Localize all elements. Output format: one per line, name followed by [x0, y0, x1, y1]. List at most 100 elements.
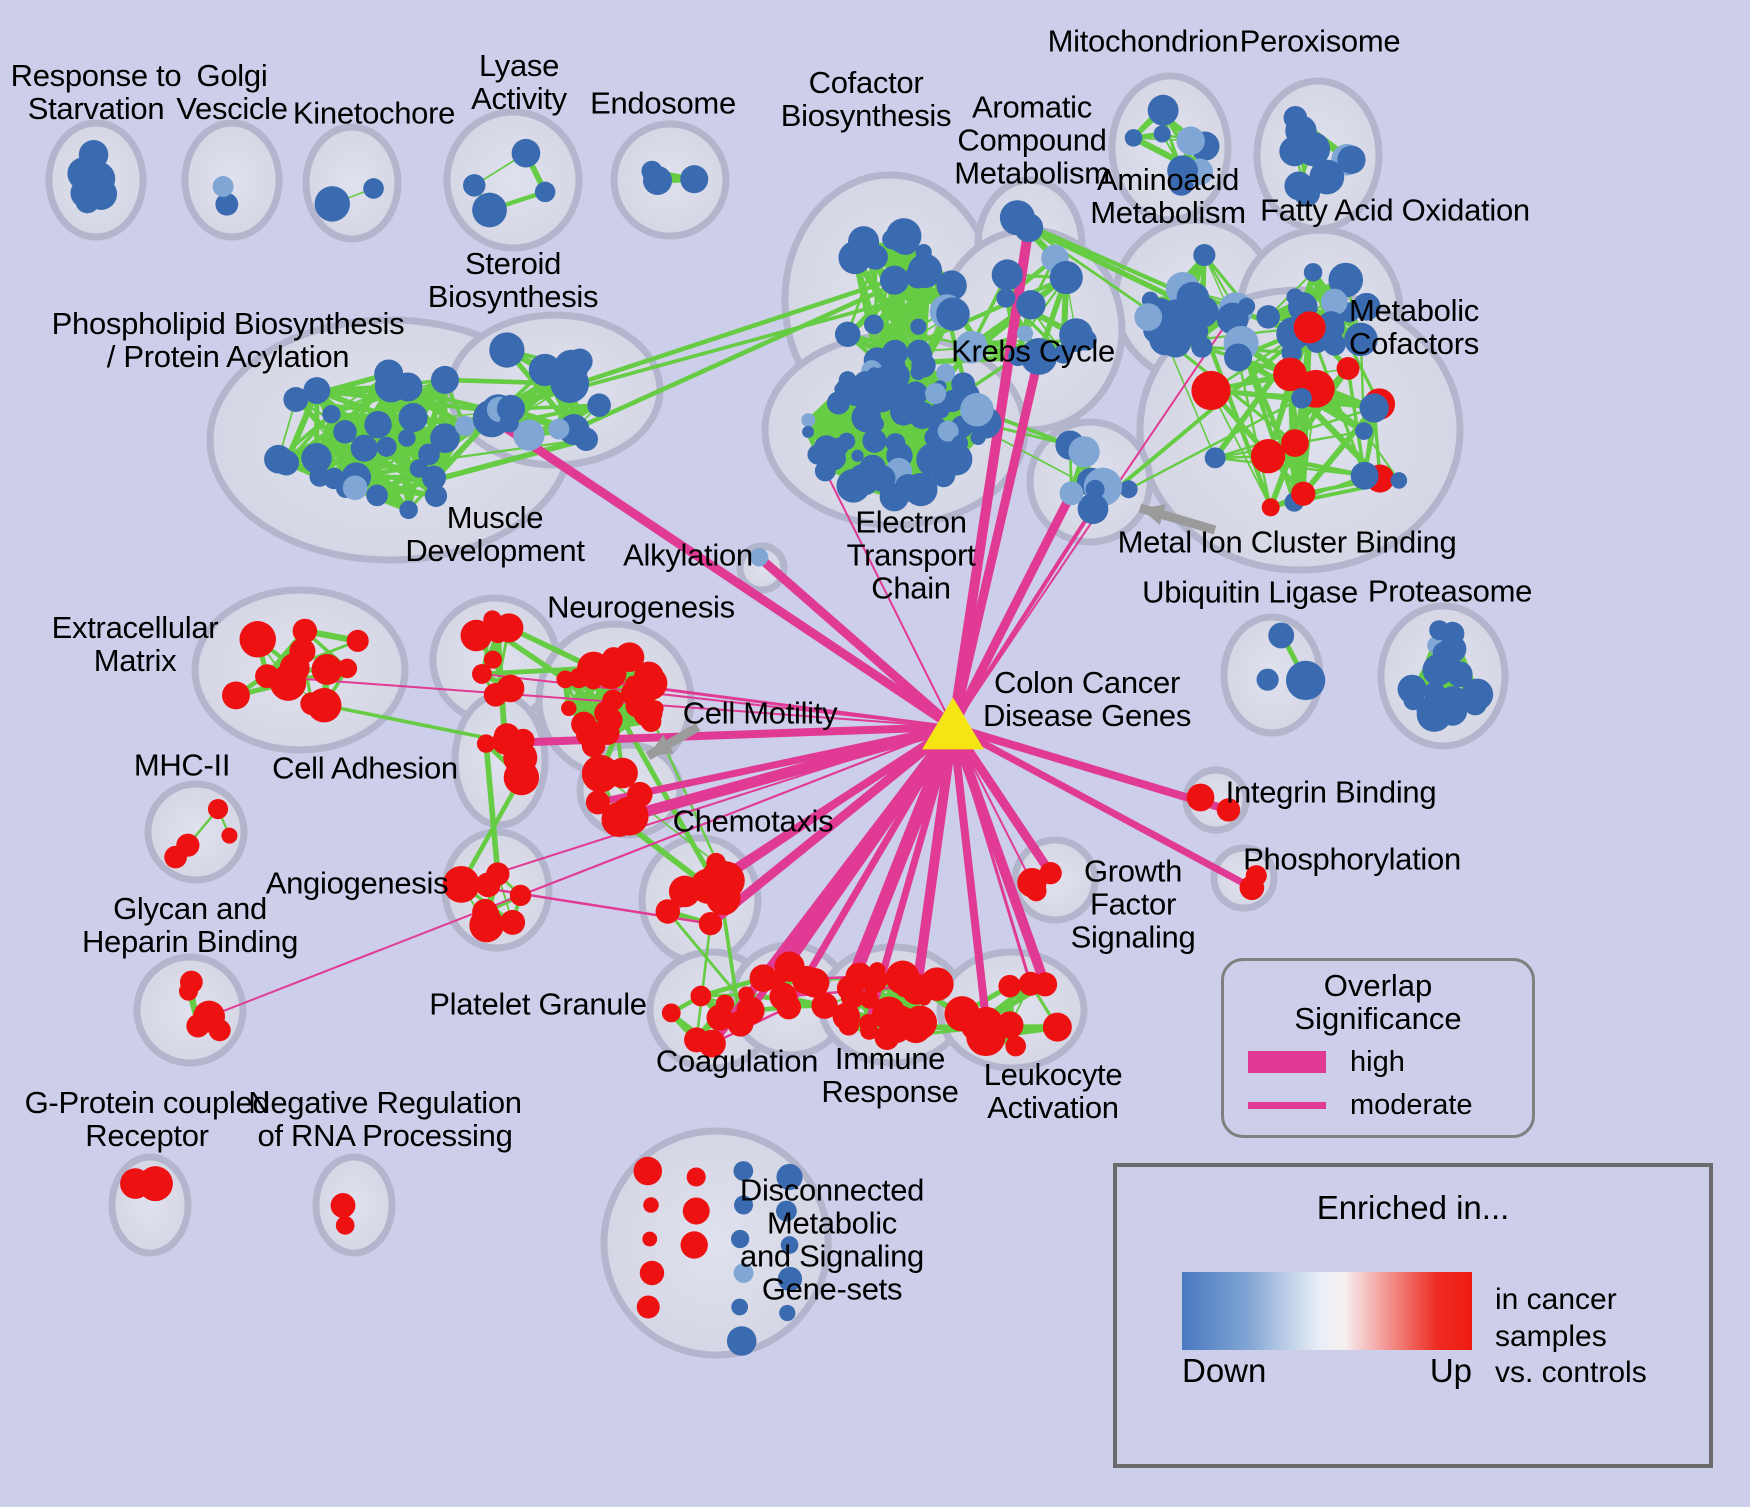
gene-set-node[interactable] — [1005, 1035, 1026, 1057]
gene-set-node[interactable] — [1147, 94, 1179, 126]
gene-set-node[interactable] — [682, 1197, 710, 1225]
gene-set-node[interactable] — [322, 405, 341, 424]
gene-set-node[interactable] — [634, 661, 664, 692]
gene-set-node[interactable] — [776, 994, 802, 1020]
gene-set-node[interactable] — [581, 754, 620, 793]
gene-set-node[interactable] — [499, 413, 519, 433]
gene-set-node[interactable] — [330, 1193, 356, 1218]
gene-set-node[interactable] — [208, 1019, 231, 1042]
gene-set-node[interactable] — [892, 228, 919, 255]
gene-set-node[interactable] — [842, 377, 872, 407]
gene-set-node[interactable] — [1344, 322, 1378, 357]
gene-set-node[interactable] — [1018, 971, 1043, 996]
gene-set-node[interactable] — [633, 1156, 663, 1186]
gene-set-node[interactable] — [1119, 480, 1138, 499]
gene-set-node[interactable] — [680, 1231, 708, 1259]
gene-set-node[interactable] — [273, 449, 300, 476]
gene-set-node[interactable] — [207, 798, 229, 820]
gene-set-node[interactable] — [936, 270, 967, 301]
gene-set-node[interactable] — [300, 692, 324, 716]
gene-set-node[interactable] — [581, 733, 606, 758]
gene-set-node[interactable] — [1187, 295, 1219, 328]
gene-set-node[interactable] — [424, 484, 448, 508]
gene-set-node[interactable] — [860, 1021, 879, 1040]
gene-set-node[interactable] — [374, 369, 408, 403]
gene-set-node[interactable] — [421, 465, 447, 490]
gene-set-node[interactable] — [70, 177, 101, 209]
gene-set-node[interactable] — [1291, 481, 1316, 506]
gene-set-node[interactable] — [1068, 436, 1100, 468]
gene-set-node[interactable] — [1403, 690, 1424, 711]
gene-set-node[interactable] — [690, 985, 712, 1007]
gene-set-node[interactable] — [212, 176, 234, 197]
gene-set-node[interactable] — [1239, 875, 1265, 901]
gene-set-node[interactable] — [904, 472, 938, 507]
gene-set-node[interactable] — [335, 1216, 355, 1235]
gene-set-node[interactable] — [1281, 342, 1302, 363]
gene-set-node[interactable] — [1286, 288, 1304, 306]
gene-set-node[interactable] — [807, 444, 828, 465]
gene-set-node[interactable] — [376, 436, 397, 457]
gene-set-node[interactable] — [1355, 422, 1373, 440]
gene-set-node[interactable] — [1186, 783, 1215, 812]
gene-set-node[interactable] — [346, 629, 369, 652]
gene-set-node[interactable] — [625, 694, 648, 718]
gene-set-node[interactable] — [916, 442, 951, 477]
gene-set-node[interactable] — [734, 1195, 754, 1215]
gene-set-node[interactable] — [509, 884, 532, 907]
gene-set-node[interactable] — [1272, 625, 1292, 644]
gene-set-node[interactable] — [1256, 305, 1280, 329]
gene-set-node[interactable] — [1176, 126, 1205, 156]
gene-set-node[interactable] — [749, 964, 778, 992]
gene-set-node[interactable] — [860, 966, 888, 994]
gene-set-node[interactable] — [1359, 393, 1389, 423]
gene-set-node[interactable] — [483, 682, 508, 707]
gene-set-node[interactable] — [840, 984, 865, 1009]
gene-set-node[interactable] — [463, 174, 486, 197]
gene-set-node[interactable] — [642, 1231, 658, 1247]
gene-set-node[interactable] — [176, 833, 200, 857]
gene-set-node[interactable] — [1350, 461, 1379, 490]
gene-set-node[interactable] — [863, 314, 884, 335]
gene-set-node[interactable] — [776, 1200, 797, 1222]
gene-set-node[interactable] — [472, 192, 507, 228]
gene-set-node[interactable] — [668, 875, 701, 908]
gene-set-node[interactable] — [561, 700, 577, 717]
gene-set-node[interactable] — [475, 872, 501, 898]
gene-set-node[interactable] — [1284, 171, 1314, 201]
gene-set-node[interactable] — [1430, 705, 1450, 726]
gene-set-node[interactable] — [430, 423, 460, 454]
gene-set-node[interactable] — [1440, 621, 1465, 646]
gene-set-node[interactable] — [1017, 867, 1047, 898]
gene-set-node[interactable] — [513, 419, 545, 451]
gene-set-node[interactable] — [643, 1197, 659, 1213]
gene-set-node[interactable] — [472, 664, 492, 684]
gene-set-node[interactable] — [137, 1166, 173, 1202]
gene-set-node[interactable] — [503, 740, 538, 775]
gene-set-node[interactable] — [311, 653, 343, 685]
gene-set-node[interactable] — [1216, 798, 1241, 822]
gene-set-node[interactable] — [511, 138, 541, 168]
gene-set-node[interactable] — [1337, 145, 1366, 174]
gene-set-node[interactable] — [801, 413, 816, 428]
gene-set-node[interactable] — [1336, 357, 1360, 380]
gene-set-node[interactable] — [283, 386, 309, 412]
gene-set-node[interactable] — [366, 484, 388, 507]
gene-set-node[interactable] — [430, 365, 459, 394]
gene-set-node[interactable] — [587, 393, 611, 418]
gene-set-node[interactable] — [910, 318, 927, 335]
gene-set-node[interactable] — [1291, 387, 1312, 409]
gene-set-node[interactable] — [814, 460, 836, 482]
gene-set-node[interactable] — [898, 1016, 917, 1035]
gene-set-node[interactable] — [221, 827, 238, 844]
gene-set-node[interactable] — [418, 443, 440, 466]
gene-set-node[interactable] — [733, 1263, 754, 1283]
gene-set-node[interactable] — [1193, 244, 1216, 267]
gene-set-node[interactable] — [342, 475, 368, 501]
gene-set-node[interactable] — [1204, 447, 1226, 469]
gene-set-node[interactable] — [585, 790, 611, 815]
gene-set-node[interactable] — [998, 974, 1021, 998]
gene-set-node[interactable] — [879, 360, 910, 392]
gene-set-node[interactable] — [1285, 660, 1326, 701]
gene-set-node[interactable] — [1285, 115, 1317, 147]
